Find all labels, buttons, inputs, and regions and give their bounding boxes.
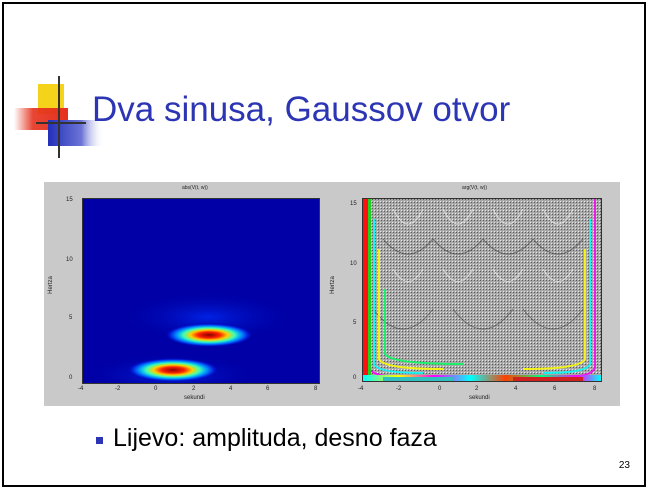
left-panel-xlabel: sekundi: [184, 395, 205, 401]
right-xtick: 0: [438, 386, 442, 392]
right-phase-plot: [362, 198, 602, 382]
left-xtick: 2: [192, 386, 196, 392]
left-ytick: 5: [69, 315, 73, 321]
bullet-text: Lijevo: amplituda, desno faza: [113, 424, 437, 452]
right-xtick: 6: [553, 386, 557, 392]
right-xtick: 2: [475, 386, 479, 392]
left-xtick: 0: [154, 386, 158, 392]
decorative-logo-icon: [14, 76, 104, 158]
left-xtick: 4: [229, 386, 233, 392]
right-ytick: 5: [353, 320, 357, 326]
slide: Dva sinusa, Gaussov otvor abs(V(t, w)) H…: [2, 2, 646, 487]
left-amplitude-plot: [82, 198, 320, 384]
left-ytick: 0: [69, 375, 73, 381]
right-panel-xlabel: sekundi: [469, 395, 490, 401]
slide-title: Dva sinusa, Gaussov otvor: [92, 90, 511, 129]
bullet-square-icon: [96, 436, 103, 444]
right-xtick: -4: [358, 386, 364, 392]
left-ytick: 10: [66, 257, 73, 263]
right-xtick: 8: [593, 386, 597, 392]
left-xtick: -2: [115, 386, 121, 392]
left-panel-ylabel: Hertza: [47, 276, 54, 294]
figure: abs(V(t, w)) Hertza 15 10 5 0: [44, 182, 620, 406]
left-ytick: 15: [66, 197, 73, 203]
right-xtick: -2: [396, 386, 402, 392]
right-panel-title: arg(V(t, w)): [462, 185, 487, 191]
left-xtick: -4: [78, 386, 84, 392]
right-ytick: 0: [353, 375, 357, 381]
left-xtick: 8: [314, 386, 318, 392]
bullet-item: Lijevo: amplituda, desno faza: [96, 424, 437, 453]
right-xtick: 4: [514, 386, 518, 392]
left-xtick: 6: [266, 386, 270, 392]
page-number: 23: [618, 460, 630, 471]
right-ytick: 15: [350, 201, 357, 207]
right-ytick: 10: [350, 261, 357, 267]
right-panel-ylabel: Hertza: [329, 276, 336, 294]
left-panel-title: abs(V(t, w)): [182, 185, 208, 191]
